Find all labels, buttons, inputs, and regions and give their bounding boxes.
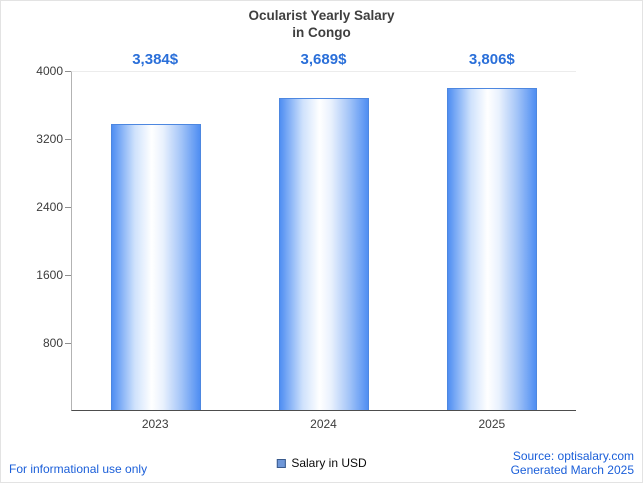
value-label-2024: 3,689$ — [300, 51, 347, 68]
plot-area — [71, 71, 576, 411]
bar-slot — [72, 72, 240, 410]
chart-title-line2: in Congo — [292, 25, 351, 40]
y-tick-mark — [65, 343, 71, 344]
legend-swatch-icon — [276, 458, 286, 468]
y-tick-mark — [65, 139, 71, 140]
y-tick-label: 1600 — [36, 268, 63, 282]
value-label-2023: 3,384$ — [132, 51, 179, 68]
bar-2025 — [447, 88, 537, 410]
y-tick-mark — [65, 275, 71, 276]
legend-label: Salary in USD — [291, 456, 367, 470]
legend: Salary in USD — [276, 456, 367, 470]
y-axis-labels: 800 1600 2400 3200 4000 — [1, 64, 63, 411]
chart-title: Ocularist Yearly Salary in Congo — [1, 7, 642, 41]
x-tick-label-2024: 2024 — [310, 417, 337, 431]
y-tick-label: 3200 — [36, 132, 63, 146]
chart-title-line1: Ocularist Yearly Salary — [248, 8, 395, 23]
x-tick-label-2023: 2023 — [141, 417, 169, 431]
y-tick-label: 4000 — [36, 64, 63, 78]
value-labels-row: 3,384$ 3,689$ 3,806$ — [71, 51, 576, 68]
x-axis-labels: 2023 2024 2025 — [71, 417, 576, 431]
generated-text: Generated March 2025 — [510, 463, 634, 477]
y-tick-label: 800 — [42, 336, 63, 350]
bar-slots — [72, 72, 576, 410]
value-label-2025: 3,806$ — [468, 51, 515, 68]
disclaimer-text: For informational use only — [9, 462, 148, 476]
y-tick-mark — [65, 207, 71, 208]
bar-slot — [240, 72, 408, 410]
bar-slot — [408, 72, 576, 410]
footer-right: Source: optisalary.com Generated March 2… — [511, 449, 634, 477]
bar-2024 — [279, 98, 369, 410]
x-tick-label-2025: 2025 — [478, 417, 506, 431]
bar-2023 — [111, 124, 201, 410]
source-link[interactable]: Source: optisalary.com — [512, 449, 634, 463]
y-tick-mark — [65, 71, 71, 72]
y-tick-label: 2400 — [36, 200, 63, 214]
